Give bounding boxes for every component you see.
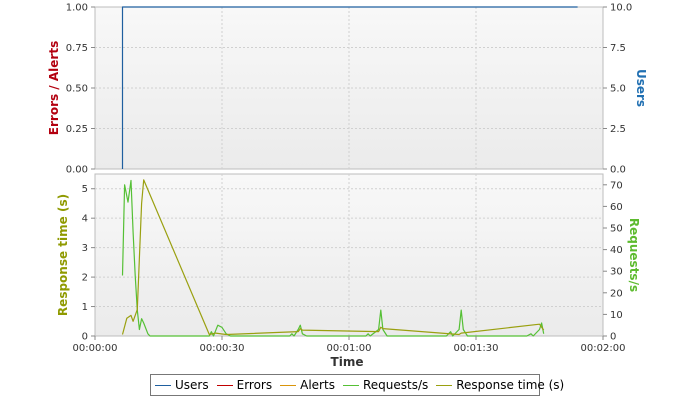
legend-swatch-response-time [436,384,453,386]
legend: Users Errors Alerts Requests/s Response … [150,374,564,396]
bot-right-tick-label-1: 10 [610,310,623,321]
errors-alerts-axis-label: Errors / Alerts [47,41,61,135]
top-right-tick-label-4: 10.0 [610,3,632,14]
top-left-tick-label-4: 1.00 [66,3,88,14]
legend-swatch-users [155,384,171,386]
bottom-gridlines [95,174,603,336]
x-tick-label-3: 00:01:30 [454,343,499,354]
bot-right-tick-label-0: 0 [610,332,616,343]
legend-label-requests: Requests/s [362,378,429,392]
legend-label-response-time: Response time (s) [456,378,565,392]
top-right-tick-label-2: 5.0 [610,84,626,95]
legend-swatch-requests [342,384,359,386]
legend-swatch-errors [216,384,233,386]
response-time-axis-label: Response time (s) [56,194,70,316]
series-users [121,6,578,169]
bottom-series-group [121,179,545,337]
series-response-time-s [121,179,545,336]
x-tick-labels: 00:00:00 00:00:30 00:01:00 00:01:30 00:02:00 [73,336,626,354]
series-requests-s [121,179,545,337]
bot-right-tick-label-6: 60 [610,202,623,213]
bot-left-tick-label-0: 0 [82,332,88,343]
x-tick-label-0: 00:00:00 [73,343,118,354]
bot-left-tick-label-2: 2 [82,273,88,284]
top-left-tick-label-2: 0.50 [66,84,88,95]
bot-left-tick-label-1: 1 [82,302,88,313]
bot-right-tick-label-2: 20 [610,288,623,299]
top-right-tick-label-3: 7.5 [610,43,626,54]
bot-right-tick-label-5: 50 [610,224,623,235]
legend-item-response-time: Response time (s) [436,378,564,392]
legend-item-alerts: Alerts [280,378,335,392]
top-gridlines [95,7,603,169]
legend-label-errors: Errors [236,378,273,392]
time-axis-label: Time [331,355,364,369]
bot-left-tick-label-4: 4 [82,214,88,225]
bot-left-tick-label-5: 5 [82,184,88,195]
x-tick-label-4: 00:02:00 [581,343,626,354]
top-right-tick-labels: 0.0 2.5 5.0 7.5 10.0 [603,3,632,176]
bottom-right-tick-labels: 0 10 20 30 40 50 60 70 [603,180,623,343]
top-right-tick-label-1: 2.5 [610,124,626,135]
users-axis-label: Users [634,69,648,107]
bot-right-tick-label-4: 40 [610,245,623,256]
requests-axis-label: Requests/s [627,218,641,292]
x-tick-label-2: 00:01:00 [327,343,372,354]
legend-label-users: Users [175,378,209,392]
top-left-tick-labels: 0.00 0.25 0.50 0.75 1.00 [66,3,95,176]
x-tick-label-1: 00:00:30 [200,343,245,354]
legend-swatch-alerts [280,384,297,386]
legend-label-alerts: Alerts [300,378,335,392]
bot-right-tick-label-7: 70 [610,180,623,191]
top-series-group [121,6,578,169]
legend-item-users: Users [155,378,209,392]
legend-item-requests: Requests/s [342,378,429,392]
top-left-tick-label-3: 0.75 [66,43,88,54]
top-right-tick-label-0: 0.0 [610,165,626,176]
bottom-left-tick-labels: 0 1 2 3 4 5 [82,184,95,343]
legend-item-errors: Errors [216,378,273,392]
top-left-tick-label-1: 0.25 [66,124,88,135]
top-left-tick-label-0: 0.00 [66,165,88,176]
bot-right-tick-label-3: 30 [610,267,623,278]
chart-canvas: 0.00 0.25 0.50 0.75 1.00 0.0 2.5 5.0 7.5 10.0 Er… [47,3,648,370]
bot-left-tick-label-3: 3 [82,243,88,254]
